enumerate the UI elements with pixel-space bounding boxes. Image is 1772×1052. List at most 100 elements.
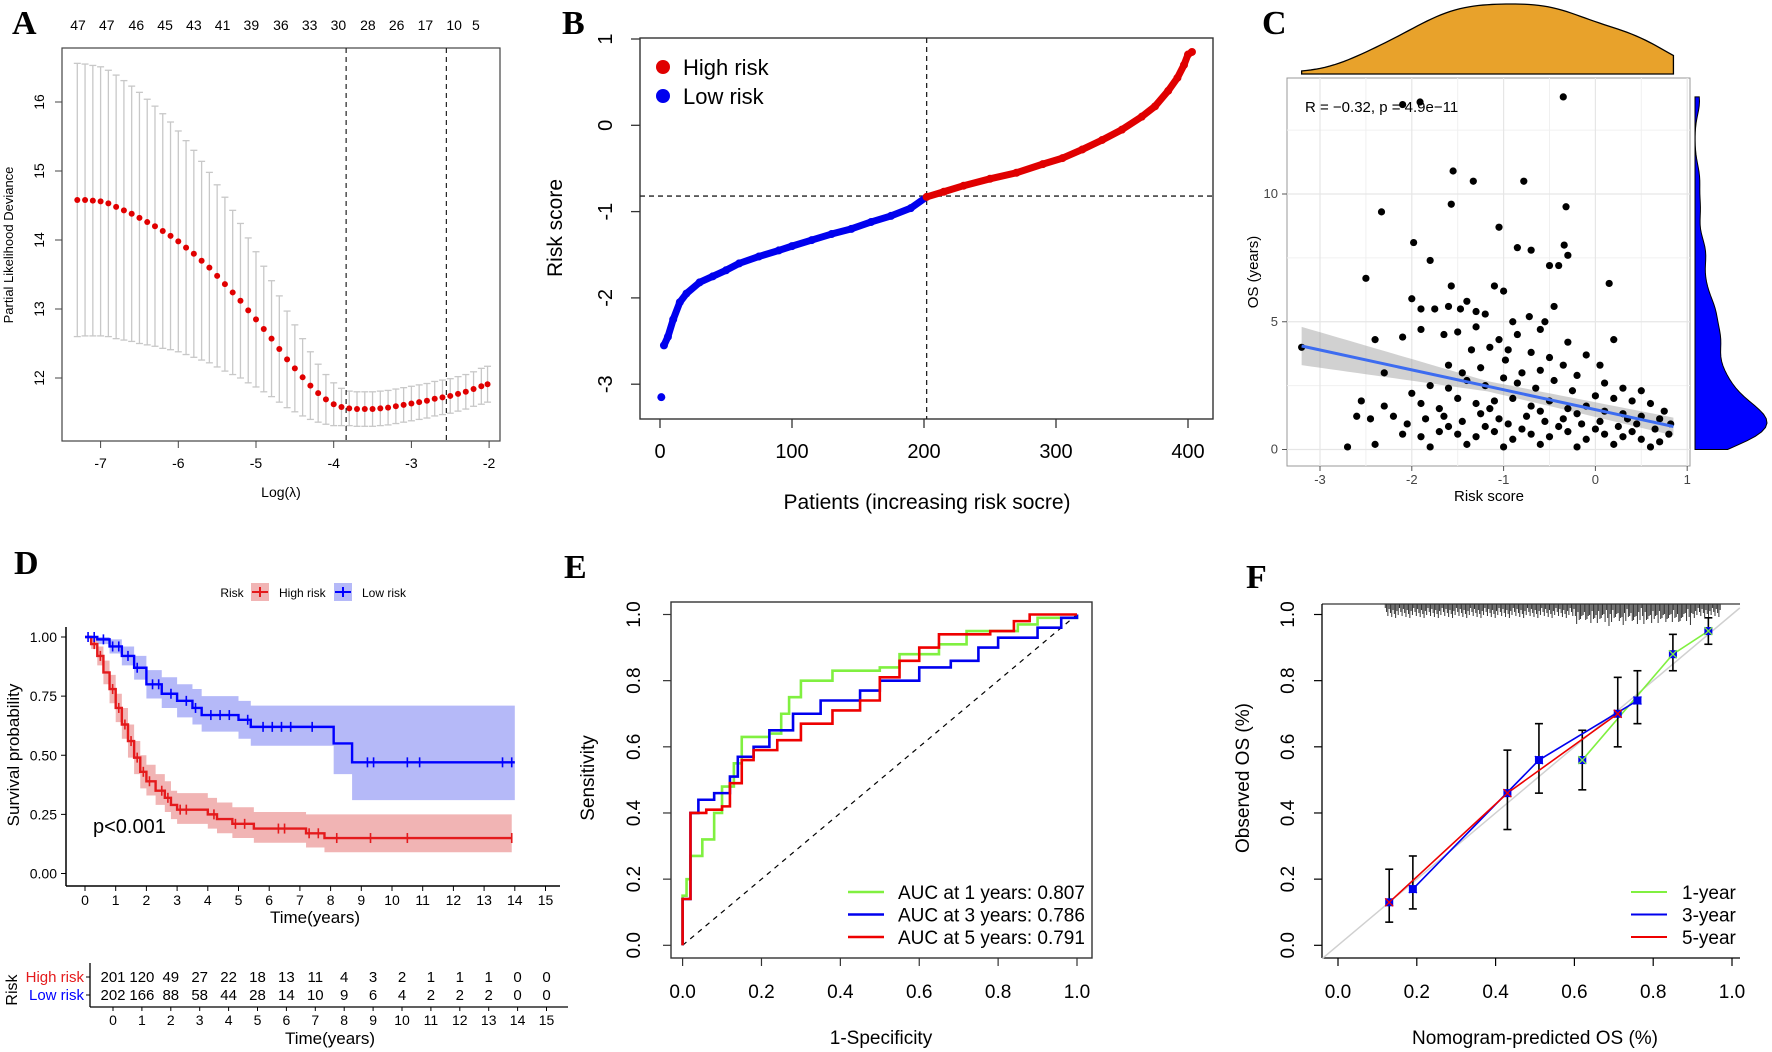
deviance-point <box>167 232 174 239</box>
x-axis-label: Log(λ) <box>261 484 301 500</box>
y-tick-label: 5 <box>1271 314 1278 329</box>
x-tick-label: 4 <box>204 892 212 908</box>
deviance-point <box>237 297 244 304</box>
top-axis-label: 30 <box>331 17 347 33</box>
scatter-point <box>1454 328 1462 336</box>
scatter-point <box>1646 443 1655 451</box>
risk-table-x-tick-label: 8 <box>340 1012 348 1028</box>
scatter-point <box>1444 302 1453 311</box>
risk-table-count: 2 <box>456 987 464 1004</box>
panel-b-risk-score-plot: 0 100 200 300 400 -3 -2 -1 0 1 Patients (increasin… <box>544 33 1214 514</box>
scatter-point <box>1560 241 1568 249</box>
y-tick-label: 13 <box>31 301 47 317</box>
deviance-point <box>385 404 392 411</box>
scatter-point <box>1628 428 1636 436</box>
risk-table-count: 2 <box>398 969 406 986</box>
risk-score-point <box>807 236 816 245</box>
x-tick-label: -5 <box>250 455 263 471</box>
risk-table-x-tick-label: 15 <box>539 1012 555 1028</box>
scatter-point <box>1477 410 1485 418</box>
y-tick-label: 16 <box>31 94 47 110</box>
x-axis-label: Risk score <box>1454 488 1524 505</box>
panel-label-b: B <box>562 5 585 42</box>
scatter-point <box>1513 379 1521 387</box>
calibration-x-mark <box>1408 884 1418 894</box>
scatter-point <box>1596 361 1604 369</box>
risk-table-count: 0 <box>542 969 550 986</box>
scatter-point <box>1504 346 1512 354</box>
deviance-point <box>346 405 353 412</box>
top-axis-label: 26 <box>389 17 405 33</box>
scatter-point <box>1568 387 1577 395</box>
scatter-point <box>1440 412 1448 420</box>
x-tick-label: 200 <box>907 441 940 463</box>
deviance-point <box>361 406 368 413</box>
scatter-point <box>1578 420 1586 428</box>
calibration-x-mark <box>1668 649 1678 659</box>
scatter-point <box>1596 417 1604 425</box>
scatter-point <box>1416 98 1424 106</box>
x-tick-label: 0.4 <box>827 982 854 1003</box>
scatter-point <box>1518 425 1526 433</box>
deviance-point <box>136 214 143 221</box>
scatter-point <box>1456 305 1465 313</box>
x-tick-label: 9 <box>357 892 365 908</box>
risk-table-x-tick-label: 3 <box>196 1012 204 1028</box>
scatter-point <box>1637 435 1645 443</box>
x-tick-label: -7 <box>94 455 107 471</box>
scatter-point <box>1389 412 1398 420</box>
scatter-point <box>1500 287 1508 295</box>
x-tick-label: 10 <box>384 892 400 908</box>
deviance-point <box>408 400 415 407</box>
scatter-point <box>1536 407 1544 415</box>
scatter-point <box>1472 307 1480 316</box>
y-tick-label: 0.2 <box>624 866 645 892</box>
scatter-point <box>1605 279 1613 288</box>
risk-score-point <box>1078 145 1087 154</box>
scatter-point <box>1614 422 1622 431</box>
deviance-point <box>190 250 197 257</box>
scatter-point <box>1463 297 1471 305</box>
scatter-point <box>1371 336 1379 344</box>
scatter-point <box>1449 167 1457 175</box>
y-tick-label: 0.00 <box>30 866 57 882</box>
risk-table-count: 27 <box>191 969 208 986</box>
x-tick-label: 300 <box>1039 441 1072 463</box>
scatter-point <box>1431 305 1439 313</box>
risk-score-point <box>1038 160 1047 169</box>
regression-line <box>1301 344 1674 428</box>
deviance-point <box>120 207 127 214</box>
scatter-point <box>1610 336 1618 344</box>
risk-table-count: 2 <box>485 987 493 1004</box>
scatter-point <box>1490 282 1499 290</box>
scatter-point <box>1591 392 1599 400</box>
scatter-point <box>1660 407 1668 415</box>
x-tick-label: 3 <box>173 892 181 908</box>
scatter-point <box>1555 422 1563 431</box>
scatter-point <box>1541 417 1549 425</box>
scatter-point <box>1536 440 1544 448</box>
risk-score-point <box>1058 154 1067 163</box>
deviance-point <box>455 390 462 397</box>
scatter-point <box>1564 338 1572 346</box>
risk-score-point <box>663 332 672 341</box>
y-tick-label: 0.25 <box>30 806 57 822</box>
y-tick-label: 0.75 <box>30 688 57 704</box>
risk-score-point <box>847 224 856 233</box>
risk-table-count: 11 <box>308 969 324 986</box>
risk-score-point <box>1180 60 1189 69</box>
roc-curve-3yr <box>681 614 1079 946</box>
x-tick-label: 0.2 <box>1404 982 1430 1003</box>
risk-score-point <box>939 187 948 196</box>
scatter-point <box>1637 387 1645 395</box>
scatter-point <box>1610 440 1618 448</box>
x-tick-label: 0 <box>81 892 89 908</box>
risk-score-point <box>1118 125 1126 134</box>
y-tick-label: 0.0 <box>1278 932 1299 958</box>
scatter-point <box>1656 415 1664 423</box>
risk-table-x-tick-label: 5 <box>254 1012 262 1028</box>
risk-table-count: 18 <box>249 969 266 986</box>
risk-score-point <box>669 315 678 324</box>
risk-table-title: Risk <box>4 973 21 1005</box>
